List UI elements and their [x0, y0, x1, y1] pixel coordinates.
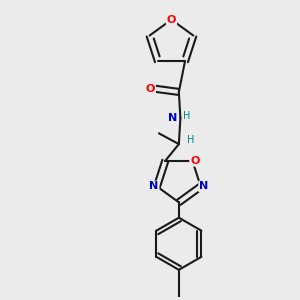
Text: O: O [190, 156, 200, 166]
Text: N: N [149, 182, 158, 191]
Text: O: O [146, 84, 155, 94]
Text: H: H [184, 112, 191, 122]
Text: N: N [168, 113, 177, 123]
Text: H: H [187, 135, 194, 146]
Text: N: N [199, 182, 208, 191]
Text: O: O [167, 15, 176, 25]
